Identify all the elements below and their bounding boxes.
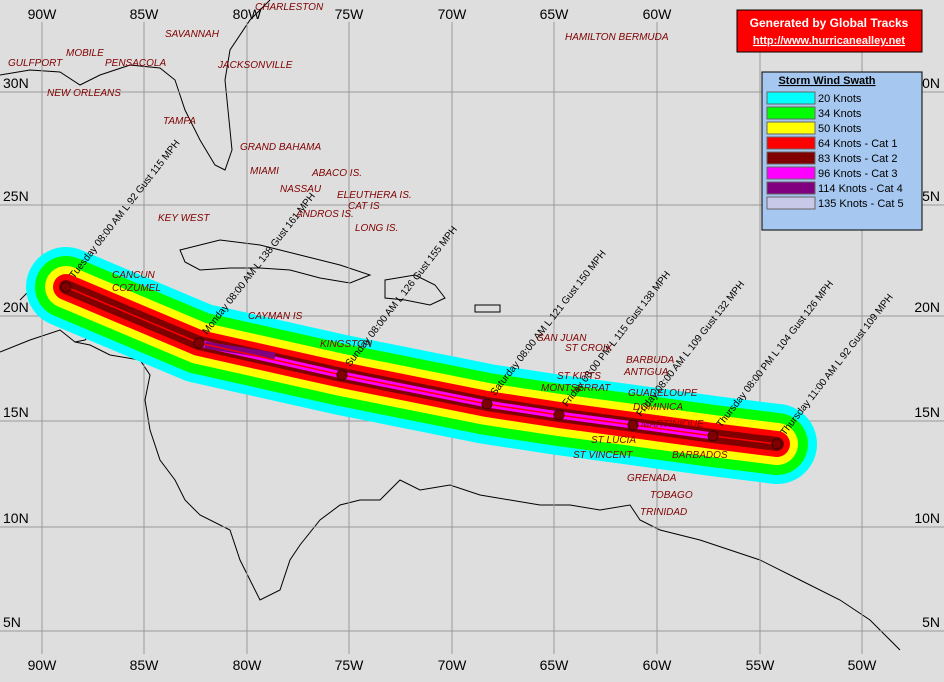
- place-label: SAN JUAN: [537, 333, 587, 344]
- place-label: NEW ORLEANS: [47, 88, 121, 99]
- lat-label-left: 15N: [3, 404, 29, 420]
- place-label: GULFPORT: [8, 58, 63, 69]
- lat-label-left: 10N: [3, 510, 29, 526]
- legend-label: 64 Knots - Cat 1: [818, 138, 898, 150]
- place-label: CANCUN: [112, 270, 156, 281]
- track-point: [771, 438, 783, 450]
- place-label: ABACO IS.: [311, 168, 362, 179]
- header-box: Generated by Global Tracks http://www.hu…: [736, 9, 923, 53]
- forecast-label: Tuesday 08:00 AM L 92 Gust 115 MPH: [68, 138, 183, 281]
- legend-label: 114 Knots - Cat 4: [818, 183, 903, 195]
- track-point: [193, 337, 205, 349]
- legend-swatch: [766, 91, 816, 105]
- legend-label: 20 Knots: [818, 93, 862, 105]
- lon-label-bottom: 65W: [540, 657, 570, 673]
- track-point: [60, 281, 72, 293]
- place-label: TRINIDAD: [640, 507, 687, 518]
- legend-label: 135 Knots - Cat 5: [818, 198, 904, 210]
- place-label: ANDROS IS.: [295, 209, 354, 220]
- lon-label-top: 90W: [28, 6, 58, 22]
- header-title: Generated by Global Tracks: [750, 16, 909, 30]
- legend-label: 83 Knots - Cat 2: [818, 153, 898, 165]
- lon-label-top: 75W: [335, 6, 365, 22]
- track-point: [707, 430, 719, 442]
- place-label: HAMILTON BERMUDA: [565, 32, 669, 43]
- lat-label-left: 30N: [3, 75, 29, 91]
- legend-swatch: [766, 196, 816, 210]
- lon-label-bottom: 75W: [335, 657, 365, 673]
- lat-label-left: 5N: [3, 614, 21, 630]
- track-point: [627, 419, 639, 431]
- place-label: ELEUTHERA IS.: [337, 190, 412, 201]
- place-label: ST KITTS: [557, 371, 601, 382]
- place-label: CHARLESTON: [255, 2, 324, 13]
- lat-label-left: 20N: [3, 299, 29, 315]
- place-label: KEY WEST: [158, 213, 210, 224]
- lon-label-top: 85W: [130, 6, 160, 22]
- place-label: BARBUDA: [626, 355, 675, 366]
- place-label: TAMPA: [163, 116, 196, 127]
- lon-label-top: 65W: [540, 6, 570, 22]
- lon-label-top: 80W: [233, 6, 263, 22]
- track-point: [553, 409, 565, 421]
- place-label: NASSAU: [280, 184, 322, 195]
- place-label: ST VINCENT: [573, 450, 633, 461]
- place-label: DOMINICA: [633, 402, 683, 413]
- legend-swatch: [766, 121, 816, 135]
- lon-label-bottom: 70W: [438, 657, 468, 673]
- lat-label-right: 5N: [922, 614, 940, 630]
- place-label: ST CROIX: [565, 343, 613, 354]
- place-label: KINGSTON: [320, 339, 373, 350]
- lat-label-right: 15N: [914, 404, 940, 420]
- place-label: GRAND BAHAMA: [240, 142, 321, 153]
- place-label: MARTINIQUE: [641, 419, 704, 430]
- legend-label: 34 Knots: [818, 108, 862, 120]
- place-label: BARBADOS: [672, 450, 728, 461]
- lon-label-bottom: 50W: [848, 657, 878, 673]
- lon-label-top: 60W: [643, 6, 673, 22]
- legend: Storm Wind Swath 20 Knots 34 Knots 50 Knot…: [761, 71, 923, 231]
- place-label: LONG IS.: [355, 223, 398, 234]
- place-label: ANTIGUA: [623, 367, 669, 378]
- place-label: PENSACOLA: [105, 58, 166, 69]
- legend-swatch: [766, 181, 816, 195]
- header-url[interactable]: http://www.hurricanealley.net: [753, 35, 906, 47]
- legend-label: 50 Knots: [818, 123, 862, 135]
- place-label: ST LUCIA: [591, 435, 636, 446]
- forecast-label: Thursday 11:00 AM L 92 Gust 109 MPH: [779, 292, 896, 438]
- place-label: GRENADA: [627, 473, 677, 484]
- place-label: CAT IS: [348, 201, 380, 212]
- lon-label-bottom: 90W: [28, 657, 58, 673]
- place-label: CAYMAN IS: [248, 311, 303, 322]
- place-label: SAVANNAH: [165, 29, 220, 40]
- place-label: MOBILE: [66, 48, 104, 59]
- place-label: MIAMI: [250, 166, 279, 177]
- lon-label-bottom: 60W: [643, 657, 673, 673]
- lon-label-top: 70W: [438, 6, 468, 22]
- legend-swatch: [766, 166, 816, 180]
- wind-swath: [26, 247, 817, 484]
- lat-label-right: 10N: [914, 510, 940, 526]
- legend-swatch: [766, 136, 816, 150]
- header-background: [736, 9, 923, 53]
- lon-label-bottom: 55W: [746, 657, 776, 673]
- legend-swatch: [766, 106, 816, 120]
- place-label: TOBAGO: [650, 490, 693, 501]
- track-line: [65, 286, 778, 445]
- lat-label-left: 25N: [3, 188, 29, 204]
- legend-label: 96 Knots - Cat 3: [818, 168, 898, 180]
- legend-title: Storm Wind Swath: [778, 75, 875, 87]
- lat-label-right: 20N: [914, 299, 940, 315]
- place-label: GUADELOUPE: [628, 388, 698, 399]
- place-label: COZUMEL: [112, 283, 161, 294]
- place-label: JACKSONVILLE: [217, 60, 293, 71]
- place-label: MONTSERRAT: [541, 383, 611, 394]
- lon-label-bottom: 80W: [233, 657, 263, 673]
- track-point: [336, 369, 348, 381]
- lon-label-bottom: 85W: [130, 657, 160, 673]
- track-point: [481, 398, 493, 410]
- legend-swatch: [766, 151, 816, 165]
